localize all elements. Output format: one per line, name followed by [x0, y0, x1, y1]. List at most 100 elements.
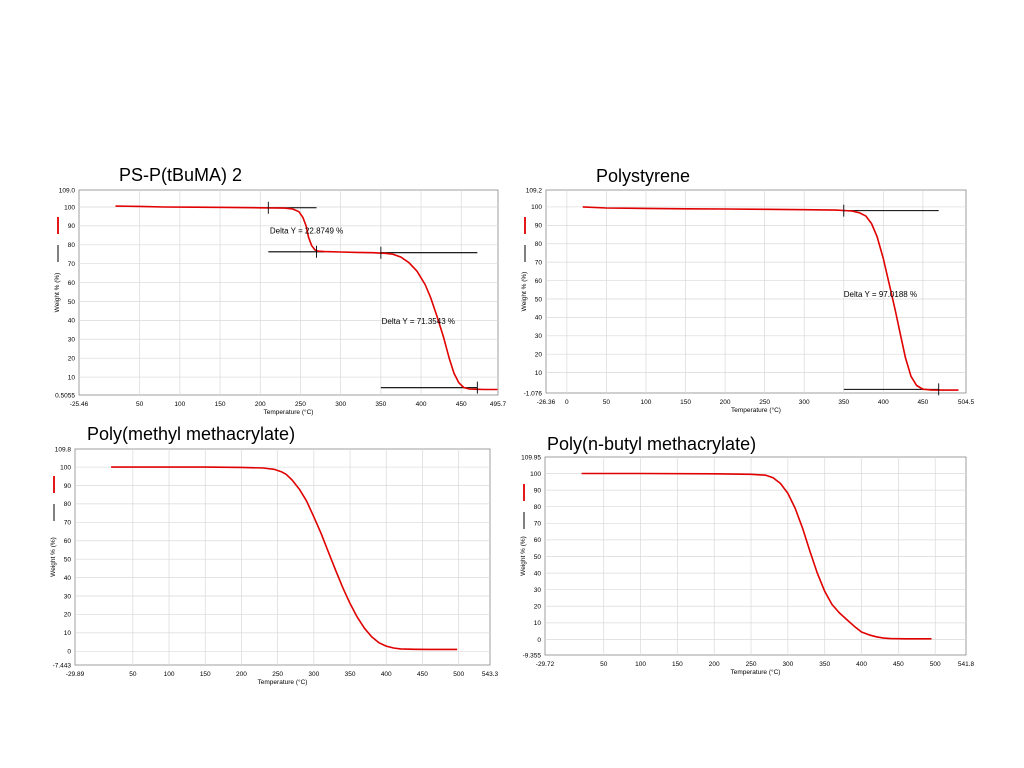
chart-title-ps-ptbuma: PS-P(tBuMA) 2 [119, 165, 243, 185]
x-tick-label: 400 [381, 671, 392, 678]
y-tick-label: 50 [68, 299, 76, 306]
chart-title-pmma: Poly(methyl methacrylate) [87, 424, 296, 444]
x-tick-label: 350 [838, 399, 849, 406]
y-tick-label: 60 [534, 537, 542, 544]
x-tick-label: 450 [417, 671, 428, 678]
y-tick-label: 10 [535, 370, 543, 377]
y-tick-label: 50 [535, 296, 543, 303]
y-tick-label: 60 [68, 280, 76, 287]
y-tick-label: 30 [68, 337, 76, 344]
y-tick-label: 30 [534, 587, 542, 594]
x-tick-label: 50 [136, 401, 144, 408]
weight-curve [582, 206, 959, 391]
plot-area [544, 456, 967, 656]
y-tick-label: 70 [68, 261, 76, 268]
y-tick-label: 0 [537, 637, 541, 644]
x-tick-label: 250 [295, 401, 306, 408]
y-tick-label: 10 [534, 620, 542, 627]
y-tick-label: 70 [64, 520, 72, 527]
x-tick-label: 50 [129, 671, 137, 678]
y-axis-label: Weight % (%) [520, 536, 527, 576]
weight-curve [111, 466, 458, 651]
x-tick-label: 0 [565, 399, 569, 406]
weight-curve [115, 205, 498, 391]
x-axis-label: Temperature (°C) [731, 406, 781, 414]
x-tick-label: 450 [893, 661, 904, 668]
y-tick-label: 60 [64, 538, 72, 545]
chart-title-polystyrene: Polystyrene [596, 166, 691, 186]
x-tick-label: 350 [375, 401, 386, 408]
x-tick-label: 150 [200, 671, 211, 678]
y-tick-label: 50 [534, 554, 542, 561]
y-tick-label: 70 [534, 521, 542, 528]
y-tick-label: 90 [64, 483, 72, 490]
x-tick-label: 543.3 [482, 671, 499, 678]
x-tick-label: 541.8 [958, 661, 975, 668]
y-tick-label: 70 [535, 259, 543, 266]
y-tick-label: -9.355 [523, 652, 542, 659]
x-tick-label: -29.72 [536, 661, 555, 668]
x-tick-label: -26.36 [537, 399, 556, 406]
y-tick-label: 20 [68, 355, 76, 362]
x-tick-label: 150 [672, 661, 683, 668]
x-tick-label: 200 [236, 671, 247, 678]
y-tick-label: 90 [534, 487, 542, 494]
x-tick-label: 300 [308, 671, 319, 678]
y-tick-label: 0 [67, 649, 71, 656]
x-tick-label: 200 [720, 399, 731, 406]
y-tick-label: 109.8 [55, 446, 72, 453]
y-tick-label: 109.2 [526, 187, 543, 194]
x-tick-label: 250 [272, 671, 283, 678]
delta-y-annotation: Delta Y = 22.8749 % [270, 226, 343, 235]
y-tick-label: -7.443 [53, 662, 72, 669]
y-tick-label: 0.5055 [55, 392, 75, 399]
y-tick-label: 90 [535, 223, 543, 230]
x-tick-label: 400 [856, 661, 867, 668]
y-tick-label: 10 [64, 630, 72, 637]
x-tick-label: 400 [878, 399, 889, 406]
y-tick-label: 40 [64, 575, 72, 582]
y-tick-label: 80 [64, 501, 72, 508]
delta-y-annotation: Delta Y = 71.3543 % [382, 317, 455, 326]
x-tick-label: 100 [174, 401, 185, 408]
y-tick-label: 80 [535, 241, 543, 248]
y-tick-label: 40 [535, 315, 543, 322]
x-tick-label: 50 [603, 399, 611, 406]
y-tick-label: 20 [64, 612, 72, 619]
x-tick-label: 250 [759, 399, 770, 406]
y-tick-label: 80 [68, 242, 76, 249]
y-axis-label: Weight % (%) [521, 272, 528, 312]
y-tick-label: 50 [64, 556, 72, 563]
y-tick-label: 80 [534, 504, 542, 511]
x-tick-label: 450 [917, 399, 928, 406]
y-tick-label: 40 [68, 318, 76, 325]
x-tick-label: 150 [215, 401, 226, 408]
y-axis-label: Weight % (%) [54, 273, 61, 313]
x-tick-label: 100 [164, 671, 175, 678]
x-tick-label: -29.89 [66, 671, 85, 678]
y-tick-label: 109.0 [59, 187, 76, 194]
x-axis-label: Temperature (°C) [264, 408, 314, 416]
y-tick-label: 100 [530, 471, 541, 478]
x-axis-label: Temperature (°C) [258, 678, 308, 686]
x-tick-label: 450 [456, 401, 467, 408]
x-tick-label: -25.46 [70, 401, 89, 408]
x-tick-label: 200 [709, 661, 720, 668]
x-tick-label: 200 [255, 401, 266, 408]
y-axis-label: Weight % (%) [50, 537, 57, 577]
x-tick-label: 300 [799, 399, 810, 406]
x-axis-label: Temperature (°C) [731, 668, 781, 676]
x-tick-label: 300 [782, 661, 793, 668]
x-tick-label: 300 [335, 401, 346, 408]
y-tick-label: 60 [535, 278, 543, 285]
chart-title-pnbma: Poly(n-butyl methacrylate) [547, 434, 757, 454]
plot-area [74, 448, 491, 666]
x-tick-label: 500 [930, 661, 941, 668]
x-tick-label: 350 [345, 671, 356, 678]
x-tick-label: 100 [635, 661, 646, 668]
y-tick-label: 100 [60, 464, 71, 471]
y-tick-label: 20 [534, 604, 542, 611]
y-tick-label: 109.95 [521, 454, 541, 461]
